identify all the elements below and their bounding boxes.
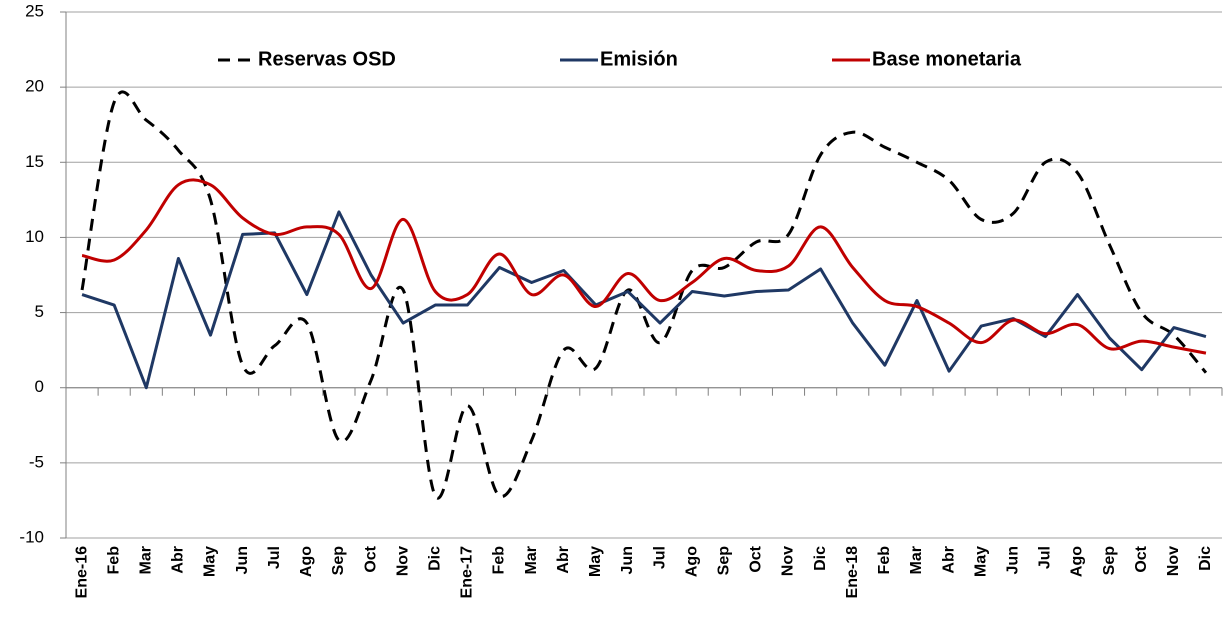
y-tick-label: -5 (29, 452, 44, 471)
x-tick-label: Mar (908, 546, 925, 574)
y-tick-label: 5 (35, 302, 44, 321)
x-tick-label: Sep (715, 546, 732, 576)
legend-label: Emisión (600, 48, 678, 70)
y-tick-label: 15 (25, 152, 44, 171)
x-tick-label: Abr (940, 546, 957, 574)
x-tick-label: Dic (812, 546, 829, 571)
x-tick-label: Sep (1101, 546, 1118, 576)
x-tick-label: Jul (1037, 546, 1054, 569)
x-tick-label: Oct (362, 545, 379, 572)
series-line (81, 178, 1207, 355)
x-tick-label: Mar (137, 546, 154, 574)
x-tick-label: Nov (1165, 546, 1182, 576)
y-tick-label: 25 (25, 1, 44, 20)
x-tick-label: Oct (1133, 545, 1150, 572)
x-tick-label: Ago (298, 546, 315, 577)
x-tick-label: Abr (170, 546, 187, 574)
x-tick-label: Abr (555, 546, 572, 574)
x-tick-label: Ene-18 (844, 546, 861, 599)
legend-label: Base monetaria (872, 48, 1022, 70)
x-tick-label: Oct (748, 545, 765, 572)
x-tick-label: Jul (266, 546, 283, 569)
x-tick-label: May (202, 546, 219, 577)
y-tick-label: 10 (25, 227, 44, 246)
legend-label: Reservas OSD (258, 48, 396, 70)
x-tick-label: Ago (683, 546, 700, 577)
x-tick-label: Nov (780, 546, 797, 576)
x-tick-label: Sep (330, 546, 347, 576)
y-tick-label: 20 (25, 77, 44, 96)
x-tick-label: Feb (876, 546, 893, 575)
x-tick-label: May (587, 546, 604, 577)
x-tick-label: Dic (426, 546, 443, 571)
x-tick-label: Ene-16 (73, 546, 90, 599)
x-tick-label: Jun (234, 546, 251, 574)
x-tick-label: Ene-17 (459, 546, 476, 599)
x-tick-label: Jun (1004, 546, 1021, 574)
x-tick-label: May (972, 546, 989, 577)
x-tick-label: Feb (105, 546, 122, 575)
x-tick-label: Jun (619, 546, 636, 574)
y-tick-label: 0 (35, 377, 44, 396)
x-tick-label: Feb (491, 546, 508, 575)
y-tick-label: -10 (19, 527, 44, 546)
x-tick-label: Ago (1069, 546, 1086, 577)
x-tick-label: Nov (394, 546, 411, 576)
series-line (80, 90, 1208, 500)
x-tick-label: Jul (651, 546, 668, 569)
x-tick-label: Dic (1197, 546, 1214, 571)
series-line (81, 210, 1207, 390)
x-tick-label: Mar (523, 546, 540, 574)
